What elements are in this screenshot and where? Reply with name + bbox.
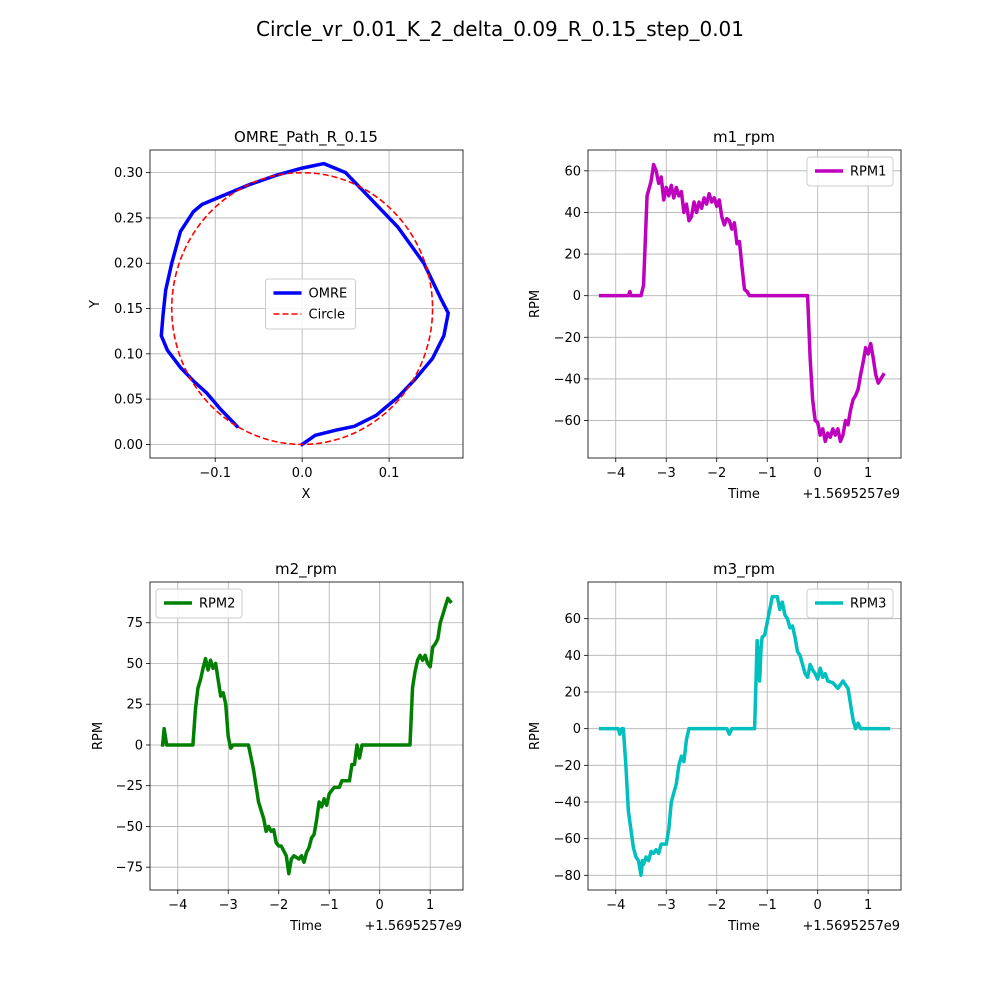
x-axis-label: X xyxy=(302,487,311,502)
x-tick-label: 1 xyxy=(864,466,872,481)
legend-label: RPM1 xyxy=(850,165,886,180)
y-tick-label: −20 xyxy=(554,759,581,774)
subplot-m3-rpm: m3_rpm Time RPM +1.5695257e9 −4 −3 −2 −1 0 1 −… xyxy=(528,560,902,934)
y-tick-label: −60 xyxy=(554,414,581,429)
series-line-rpm2 xyxy=(160,596,453,876)
y-tick-label: −40 xyxy=(554,796,581,811)
y-tick-label: 0.15 xyxy=(114,302,143,317)
y-tick-label: 60 xyxy=(564,164,581,179)
y-tick-label: 0.20 xyxy=(114,257,143,272)
x-tick-label: −2 xyxy=(707,898,726,913)
x-tick-label: 1 xyxy=(864,898,872,913)
subplot-title: OMRE_Path_R_0.15 xyxy=(234,128,378,147)
x-tick-label: 0.0 xyxy=(292,466,313,481)
subplot-omre-path: OMRE_Path_R_0.15 X Y −0.1 0.0 0.1 0.00 0.05 0… xyxy=(88,128,464,502)
x-axis-label: Time xyxy=(289,919,322,934)
y-tick-label: 40 xyxy=(564,206,581,221)
y-tick-label: 20 xyxy=(564,248,581,263)
x-tick-label: −3 xyxy=(657,466,676,481)
x-tick-label: −3 xyxy=(219,898,238,913)
x-tick-label: −2 xyxy=(269,898,288,913)
legend: RPM2 xyxy=(155,588,243,619)
x-tick-label: −4 xyxy=(606,898,625,913)
legend: RPM3 xyxy=(806,588,894,619)
x-tick-label: 0 xyxy=(814,466,822,481)
y-tick-label: 0.05 xyxy=(114,393,143,408)
legend-box xyxy=(806,156,894,187)
y-axis-label: RPM xyxy=(528,290,543,318)
y-axis-label: Y xyxy=(88,300,103,309)
legend-label: RPM3 xyxy=(850,597,886,612)
y-tick-label: 0 xyxy=(573,722,581,737)
y-tick-label: −60 xyxy=(554,832,581,847)
axes-frame xyxy=(587,581,902,891)
y-tick-label: −80 xyxy=(554,869,581,884)
y-tick-label: −25 xyxy=(116,779,143,794)
x-tick-label: −0.1 xyxy=(199,466,231,481)
y-tick-label: 0.00 xyxy=(114,438,143,453)
legend-box xyxy=(806,588,894,619)
y-axis-label: RPM xyxy=(91,722,106,750)
y-tick-label: 75 xyxy=(126,616,143,631)
axes-frame xyxy=(587,149,902,459)
y-tick-label: 0.30 xyxy=(114,166,143,181)
x-axis-label: Time xyxy=(727,919,760,934)
x-tick-label: −4 xyxy=(168,898,187,913)
x-tick-label: −1 xyxy=(758,898,777,913)
y-tick-label: 0.10 xyxy=(114,347,143,362)
series-line-rpm3 xyxy=(598,594,891,878)
y-tick-label: −20 xyxy=(554,331,581,346)
y-tick-label: 50 xyxy=(126,657,143,672)
subplot-title: m2_rpm xyxy=(275,560,337,579)
y-tick-label: 0 xyxy=(573,289,581,304)
x-tick-label: −3 xyxy=(657,898,676,913)
y-tick-label: 0 xyxy=(135,738,143,753)
legend-label: Circle xyxy=(309,308,346,323)
x-tick-label: −2 xyxy=(707,466,726,481)
y-axis-label: RPM xyxy=(528,722,543,750)
subplot-m2-rpm: m2_rpm Time RPM +1.5695257e9 −4 −3 −2 −1 0 1 −… xyxy=(91,560,464,934)
series-line-omre xyxy=(159,161,450,447)
y-tick-label: 0.25 xyxy=(114,211,143,226)
x-tick-label: 0.1 xyxy=(379,466,400,481)
x-tick-label: 1 xyxy=(426,898,434,913)
y-tick-label: −75 xyxy=(116,861,143,876)
legend: OMRE Circle xyxy=(265,278,356,330)
series-line-rpm1 xyxy=(598,162,886,444)
y-tick-label: 20 xyxy=(564,686,581,701)
series-line-circle xyxy=(170,171,434,446)
legend-label: RPM2 xyxy=(199,597,235,612)
legend-label: OMRE xyxy=(309,287,348,302)
y-tick-label: 60 xyxy=(564,612,581,627)
axes-frame xyxy=(149,581,464,891)
x-tick-label: −4 xyxy=(606,466,625,481)
x-axis-offset: +1.5695257e9 xyxy=(365,919,462,934)
x-axis-offset: +1.5695257e9 xyxy=(803,487,900,502)
legend: RPM1 xyxy=(806,156,894,187)
x-axis-label: Time xyxy=(727,487,760,502)
axes-frame xyxy=(149,149,464,459)
x-tick-label: −1 xyxy=(320,898,339,913)
x-tick-label: 0 xyxy=(376,898,384,913)
y-tick-label: 40 xyxy=(564,649,581,664)
subplot-m1-rpm: m1_rpm Time RPM +1.5695257e9 −4 −3 −2 −1 0 1 −… xyxy=(528,128,902,502)
subplot-title: m3_rpm xyxy=(713,560,775,579)
x-axis-offset: +1.5695257e9 xyxy=(803,919,900,934)
y-tick-label: 25 xyxy=(126,698,143,713)
figure-title: Circle_vr_0.01_K_2_delta_0.09_R_0.15_ste… xyxy=(256,17,744,41)
subplot-title: m1_rpm xyxy=(713,128,775,147)
y-tick-label: −50 xyxy=(116,820,143,835)
x-tick-label: 0 xyxy=(814,898,822,913)
x-tick-label: −1 xyxy=(758,466,777,481)
legend-box xyxy=(155,588,243,619)
y-tick-label: −40 xyxy=(554,372,581,387)
